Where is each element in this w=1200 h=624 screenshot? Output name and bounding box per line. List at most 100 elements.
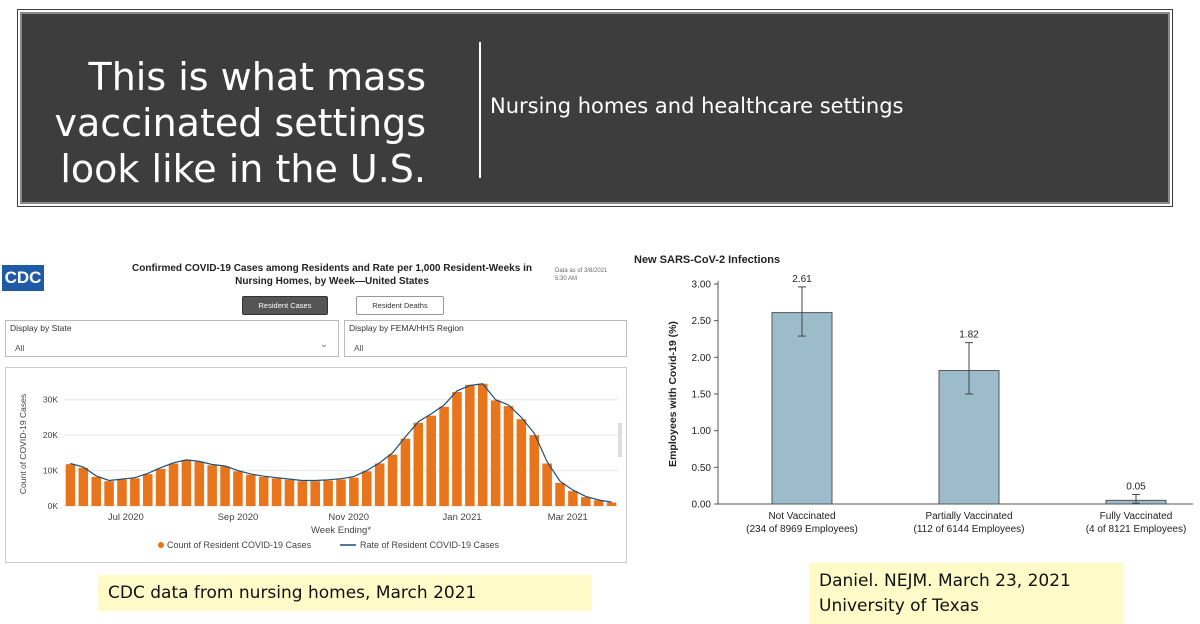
cdc-bar — [452, 391, 462, 506]
cdc-legend-line-label: Rate of Resident COVID-19 Cases — [360, 540, 500, 550]
cdc-y-axis-label: Count of COVID-19 Cases — [18, 394, 28, 494]
nejm-note-line-2: University of Texas — [819, 596, 979, 616]
state-filter-value: All — [15, 343, 25, 353]
cdc-bar — [542, 463, 552, 506]
nejm-y-tick-label: 2.00 — [692, 353, 712, 364]
cdc-title-line-1: Confirmed COVID-19 Cases among Residents… — [132, 263, 532, 274]
cdc-bar — [310, 481, 320, 506]
region-filter-value: All — [354, 343, 364, 353]
cdc-bar — [130, 478, 140, 506]
cdc-bar — [503, 406, 514, 506]
nejm-y-axis-label: Employees with Covid-19 (%) — [667, 321, 679, 467]
nejm-category-label: Partially Vaccinated — [925, 511, 1012, 522]
headline-line-3: look like in the U.S. — [60, 147, 426, 191]
cdc-bar — [271, 478, 282, 506]
cdc-bar — [555, 482, 565, 506]
cdc-bar — [477, 383, 488, 506]
cdc-bar — [413, 422, 424, 506]
cdc-bar — [117, 479, 127, 506]
nejm-y-tick-label: 0.50 — [692, 463, 712, 474]
nejm-y-tick-label: 3.00 — [692, 280, 712, 291]
cdc-legend-bar-label: Count of Resident COVID-19 Cases — [167, 540, 312, 550]
nejm-note-line-1: Daniel. NEJM. March 23, 2021 — [819, 571, 1071, 591]
cdc-bar — [606, 502, 617, 506]
cdc-bar — [104, 481, 114, 506]
cdc-legend-bar-marker — [158, 542, 164, 548]
cdc-x-tick-label: Jan 2021 — [443, 512, 482, 523]
cdc-bar — [142, 474, 153, 506]
cdc-y-tick-label: 10K — [43, 466, 58, 476]
title-banner: This is what mass vaccinated settings lo… — [17, 9, 1173, 207]
cdc-bar — [168, 463, 179, 506]
cdc-y-tick-label: 20K — [43, 430, 58, 440]
cdc-bar — [258, 476, 269, 506]
cdc-bar — [529, 435, 540, 506]
cdc-y-tick-label: 0K — [48, 501, 59, 511]
headline-line-1: This is what mass — [88, 55, 427, 99]
cdc-y-tick-label: 30K — [43, 395, 58, 405]
nejm-value-label: 1.82 — [959, 330, 979, 341]
region-filter-dropdown[interactable]: Display by FEMA/HHS Region All — [344, 320, 627, 357]
data-as-of-time: 5:30 AM — [555, 276, 578, 282]
data-as-of-date: Data as of 3/8/2021 — [555, 268, 608, 274]
cdc-bar — [181, 459, 192, 506]
cdc-bar — [297, 481, 308, 506]
banner-divider — [479, 42, 481, 178]
cdc-x-tick-label: Jul 2020 — [108, 512, 144, 523]
resident-cases-button[interactable]: Resident Cases — [242, 296, 328, 315]
cdc-title-line-2: Nursing Homes, by Week—United States — [235, 276, 429, 287]
cdc-bar — [516, 419, 527, 506]
cdc-bar — [284, 479, 295, 506]
chevron-down-icon: ⌄ — [319, 339, 328, 350]
state-filter-dropdown[interactable]: Display by State All ⌄ — [5, 320, 339, 357]
cdc-x-tick-label: Mar 2021 — [548, 512, 588, 523]
cdc-bar — [374, 463, 385, 506]
region-filter-label: Display by FEMA/HHS Region — [349, 323, 464, 333]
headline: This is what mass vaccinated settings lo… — [46, 54, 426, 192]
cdc-chart-title: Confirmed COVID-19 Cases among Residents… — [112, 262, 552, 288]
cdc-bar — [323, 480, 333, 506]
cdc-bar — [362, 471, 372, 506]
cdc-x-axis-label: Week Ending* — [311, 525, 371, 536]
cdc-bar — [91, 476, 101, 506]
nejm-y-tick-label: 2.50 — [692, 316, 712, 327]
cdc-bar — [194, 461, 205, 506]
cdc-x-tick-label: Sep 2020 — [218, 512, 259, 523]
cdc-bar — [439, 406, 449, 506]
cdc-logo: CDC — [2, 265, 44, 291]
cdc-bar — [246, 474, 256, 506]
cdc-bar — [336, 479, 346, 506]
nejm-y-tick-label: 1.50 — [692, 390, 712, 401]
nejm-category-sublabel: (4 of 8121 Employees) — [1086, 524, 1187, 535]
banner-subtitle: Nursing homes and healthcare settings — [490, 94, 904, 118]
cdc-scrollbar — [618, 423, 622, 457]
cdc-bar — [465, 384, 475, 506]
nejm-source-note: Daniel. NEJM. March 23, 2021 University … — [809, 563, 1124, 624]
cdc-bar — [78, 467, 89, 506]
cdc-bar — [568, 491, 578, 506]
cdc-bar — [490, 400, 501, 506]
cdc-bar — [387, 454, 398, 506]
data-as-of: Data as of 3/8/2021 5:30 AM — [555, 267, 615, 283]
nejm-infections-chart: New SARS-CoV-2 Infections 0.00 0.50 1.00 1.5… — [634, 254, 1193, 535]
nejm-value-label: 0.05 — [1126, 481, 1146, 492]
cdc-bar — [65, 464, 76, 506]
resident-deaths-button[interactable]: Resident Deaths — [356, 296, 444, 315]
nejm-y-tick-label: 1.00 — [692, 426, 712, 437]
cdc-bar — [593, 500, 604, 506]
cdc-bar — [581, 497, 591, 506]
cdc-bar — [233, 471, 243, 506]
nejm-value-label: 2.61 — [792, 274, 812, 285]
cdc-bar — [426, 415, 436, 506]
state-filter-label: Display by State — [10, 323, 72, 333]
nejm-category-sublabel: (112 of 6144 Employees) — [914, 524, 1025, 535]
cdc-cases-chart: 0K 10K 20K 30K Jul 2020 Sep 2020 Nov 2020 Jan 2… — [18, 383, 622, 550]
nejm-category-label: Fully Vaccinated — [1100, 511, 1173, 522]
cdc-bar — [349, 477, 359, 506]
nejm-panel: New SARS-CoV-2 Infections 0.00 0.50 1.00 1.5… — [628, 245, 1200, 550]
cdc-bar — [155, 468, 166, 506]
cdc-panel: CDC Confirmed COVID-19 Cases among Resid… — [0, 245, 628, 565]
cdc-x-tick-label: Nov 2020 — [328, 512, 369, 523]
nejm-chart-title: New SARS-CoV-2 Infections — [634, 254, 780, 266]
cdc-bar — [207, 465, 217, 506]
